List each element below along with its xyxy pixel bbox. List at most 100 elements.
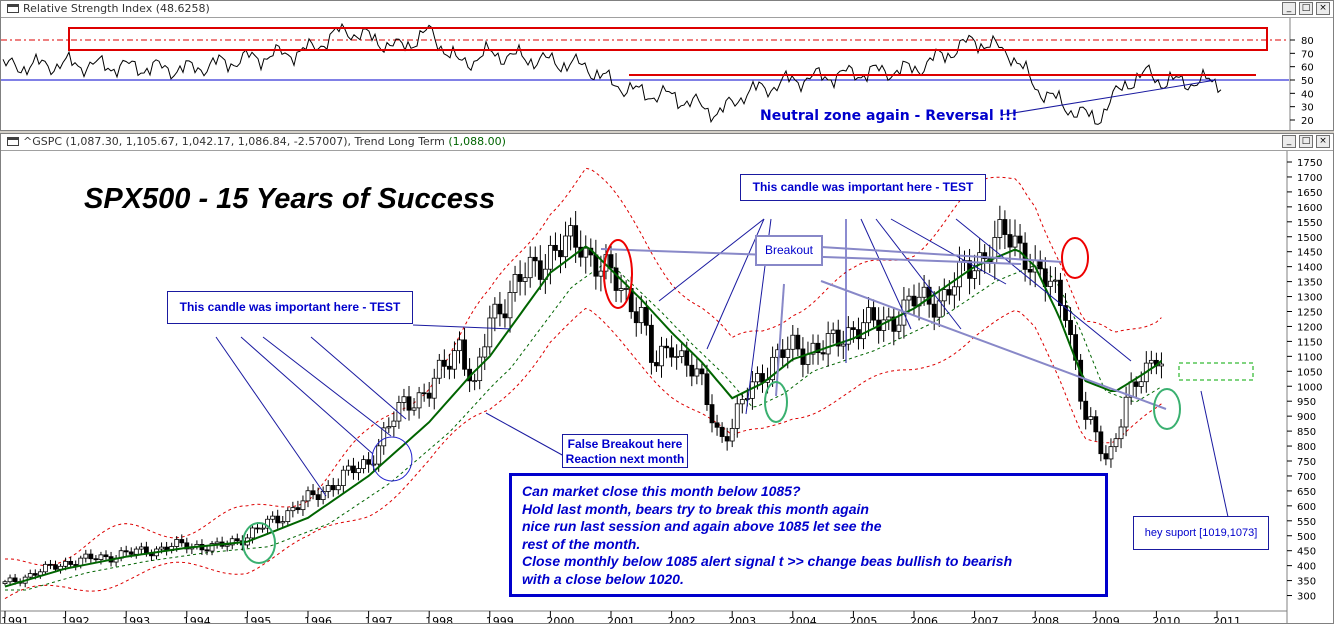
- candle-body: [63, 560, 68, 567]
- candle-body: [649, 324, 654, 363]
- maximize-button[interactable]: □: [1299, 135, 1313, 148]
- candle-body: [103, 554, 109, 558]
- green-circle-2009: [1153, 388, 1181, 430]
- time-tick-label: 1996: [304, 615, 332, 623]
- price-tick-label: 450: [1297, 547, 1316, 558]
- candle-body: [179, 539, 185, 544]
- candle-body: [866, 307, 871, 324]
- candle-body: [1118, 426, 1124, 440]
- candle-body: [527, 256, 533, 279]
- candle-body: [391, 420, 397, 428]
- candle-body: [643, 307, 649, 326]
- price-tick-label: 600: [1297, 502, 1316, 513]
- candle-body: [93, 558, 99, 561]
- candle-body: [457, 339, 462, 352]
- candle-body: [270, 515, 276, 520]
- time-tick-label: 2008: [1031, 615, 1059, 623]
- candle-body: [330, 485, 336, 491]
- time-tick-label: 1998: [425, 615, 453, 623]
- candle-body: [1002, 219, 1008, 235]
- candle-body: [744, 397, 750, 400]
- candle-body: [1148, 359, 1154, 364]
- candle-body: [310, 490, 316, 496]
- rsi-series-line: [2, 22, 1222, 125]
- candle-body: [699, 368, 705, 375]
- rsi-tick-label: 30: [1301, 103, 1314, 114]
- candle-body: [750, 381, 755, 399]
- rsi-tick-label: 70: [1301, 49, 1314, 60]
- minimize-button[interactable]: _: [1282, 2, 1296, 15]
- candle-body: [285, 510, 291, 522]
- candle-body: [300, 500, 306, 511]
- candle-body: [305, 490, 311, 502]
- candle-body: [835, 329, 841, 347]
- candle-body: [250, 527, 255, 539]
- candle-body: [345, 465, 351, 471]
- candle-body: [376, 445, 382, 465]
- price-tick-label: 550: [1297, 517, 1316, 528]
- candle-body: [896, 324, 902, 332]
- candle-body: [654, 362, 659, 367]
- candle-body: [593, 254, 599, 277]
- false-breakout-line-2: Reaction next month: [565, 452, 685, 466]
- price-tick-label: 1550: [1297, 218, 1322, 229]
- price-tick-label: 700: [1297, 472, 1316, 483]
- candle-body: [785, 348, 791, 358]
- candle-body: [613, 267, 619, 291]
- candle-body: [825, 333, 831, 355]
- candle-body: [840, 343, 846, 347]
- price-tick-label: 1450: [1297, 248, 1322, 259]
- candle-body: [1159, 363, 1164, 367]
- red-circle-2007: [1061, 237, 1089, 279]
- candle-body: [88, 553, 94, 560]
- candle-body: [724, 436, 730, 442]
- candle-body: [1017, 235, 1023, 244]
- candle-body: [790, 334, 796, 350]
- price-tick-label: 750: [1297, 457, 1316, 468]
- close-button[interactable]: ×: [1316, 135, 1330, 148]
- candle-body: [714, 422, 720, 428]
- blue-circle-1997: [371, 436, 413, 482]
- price-tick-label: 1750: [1297, 158, 1322, 169]
- candle-body: [558, 250, 563, 258]
- candle-body: [280, 521, 286, 524]
- close-button[interactable]: ×: [1316, 2, 1330, 15]
- price-tick-label: 1100: [1297, 352, 1322, 363]
- candle-body: [618, 288, 624, 291]
- candle-body: [27, 573, 33, 578]
- price-tick-label: 300: [1297, 592, 1316, 603]
- green-circle-1995: [242, 522, 276, 564]
- candle-body: [633, 311, 639, 324]
- annotation-test-top: This candle was important here - TEST: [740, 174, 986, 201]
- candle-body: [1123, 396, 1129, 428]
- candle-body: [123, 550, 129, 553]
- rsi-pane-title: Relative Strength Index (48.6258): [23, 2, 210, 15]
- time-tick-label: 2004: [789, 615, 817, 623]
- price-tick-label: 650: [1297, 487, 1316, 498]
- candle-body: [820, 352, 826, 355]
- candle-body: [53, 564, 58, 570]
- candle-body: [573, 225, 579, 248]
- candle-body: [1007, 234, 1013, 248]
- price-tick-label: 500: [1297, 532, 1316, 543]
- candle-body: [1012, 235, 1018, 248]
- candle-body: [729, 428, 735, 442]
- candle-body: [851, 327, 856, 330]
- maximize-button[interactable]: □: [1299, 2, 1313, 15]
- trend-support-dashed-line: [5, 261, 1162, 591]
- minimize-button[interactable]: _: [1282, 135, 1296, 148]
- candle-body: [810, 342, 816, 355]
- candle-body: [694, 368, 700, 377]
- rsi-pane-titlebar[interactable]: Relative Strength Index (48.6258) _ □ ×: [1, 1, 1333, 18]
- candle-body: [669, 347, 674, 358]
- chart-headline: SPX500 - 15 Years of Success: [84, 183, 495, 215]
- candle-body: [517, 274, 523, 282]
- green-circle-2003: [764, 381, 788, 423]
- price-pane-titlebar[interactable]: ^GSPC (1,087.30, 1,105.67, 1,042.17, 1,0…: [1, 134, 1333, 151]
- price-pane: ^GSPC (1,087.30, 1,105.67, 1,042.17, 1,0…: [0, 133, 1334, 624]
- candle-body: [512, 274, 518, 293]
- candle-body: [1093, 416, 1099, 433]
- candle-body: [260, 527, 265, 530]
- candle-body: [295, 507, 301, 511]
- rsi-chart: 80 70 60 50 40 30 20 Neutral zone again - Reve…: [1, 18, 1314, 130]
